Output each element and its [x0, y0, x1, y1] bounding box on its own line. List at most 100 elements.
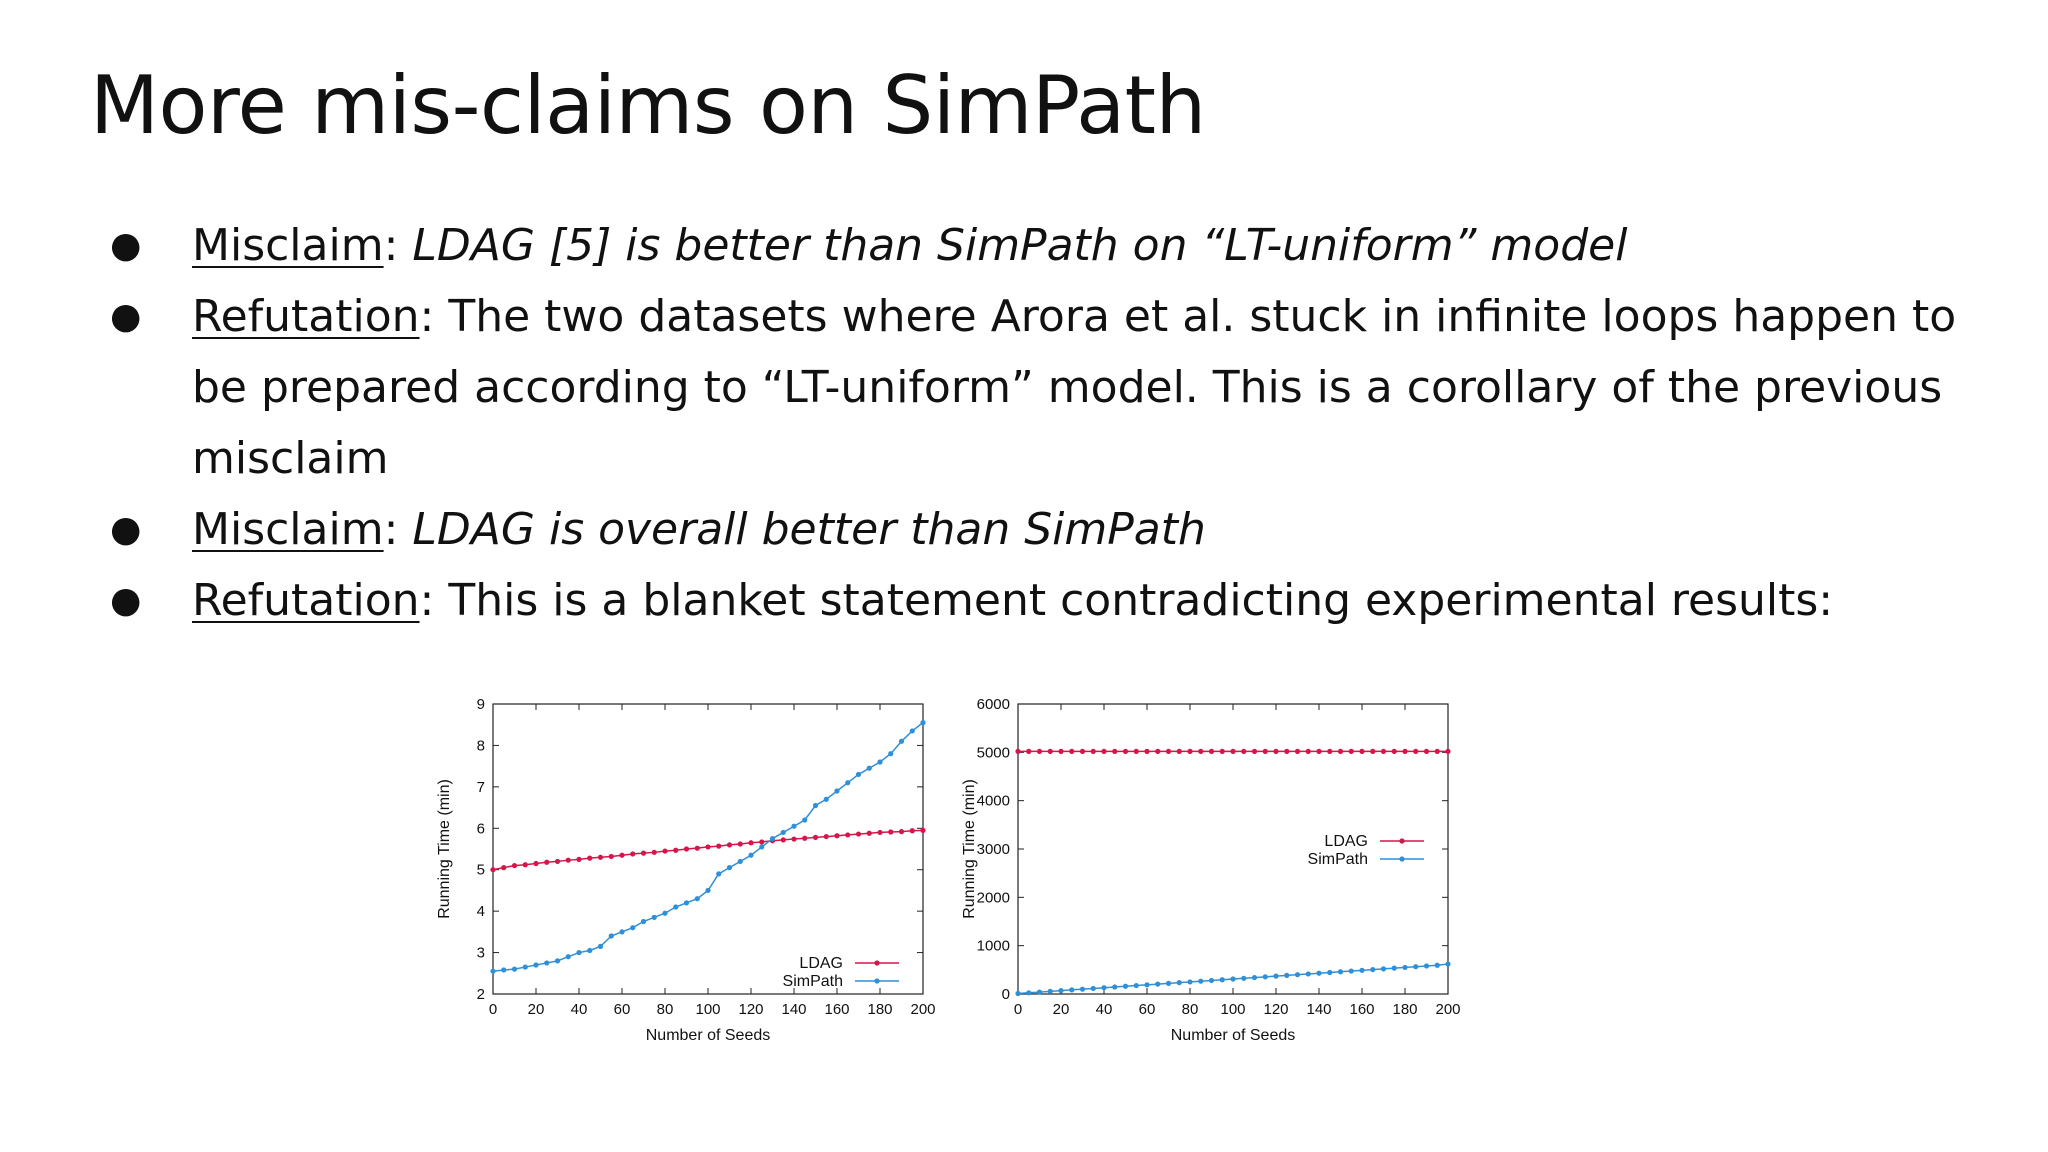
- bullet-dot-icon: ●: [110, 509, 142, 550]
- x-tick-label: 200: [910, 1001, 935, 1018]
- y-tick-label: 2: [477, 986, 485, 1003]
- y-tick-label: 3: [477, 945, 485, 962]
- y-tick-label: 4000: [977, 793, 1010, 810]
- bullet-label: Misclaim: [192, 504, 384, 555]
- data-point-simpath: [640, 918, 647, 925]
- data-point-simpath: [1155, 981, 1161, 987]
- bullet-item: ● Refutation: The two datasets where Aro…: [110, 281, 1990, 494]
- data-point-ldag: [576, 856, 582, 862]
- data-point-simpath: [619, 929, 625, 935]
- data-point-ldag: [1348, 748, 1354, 754]
- data-point-simpath: [759, 844, 765, 850]
- data-point-simpath: [1112, 984, 1118, 990]
- x-tick-label: 0: [1014, 1001, 1022, 1018]
- data-point-simpath: [1423, 963, 1430, 969]
- bullet-label: Refutation: [192, 291, 420, 342]
- x-tick-label: 20: [528, 1001, 545, 1018]
- data-point-simpath: [909, 728, 915, 734]
- y-tick-label: 4: [477, 903, 485, 920]
- x-axis-label: Number of Seeds: [646, 1027, 771, 1044]
- data-point-ldag: [855, 831, 862, 837]
- chart-running-time-large: 0 20 40 60 80 100 120 140 160 180 2000100020003000…: [961, 696, 1461, 1044]
- bullet-separator: :: [419, 291, 449, 342]
- data-point-ldag: [1187, 748, 1193, 754]
- data-point-ldag: [705, 844, 711, 850]
- data-point-simpath: [1069, 987, 1075, 993]
- data-point-ldag: [1079, 748, 1086, 754]
- x-tick-label: 200: [1435, 1001, 1460, 1018]
- data-point-simpath: [1036, 989, 1043, 995]
- data-point-simpath: [1305, 971, 1311, 977]
- data-point-ldag: [920, 827, 926, 833]
- data-point-simpath: [1262, 974, 1268, 980]
- data-point-ldag: [1284, 748, 1290, 754]
- data-point-ldag: [651, 849, 657, 855]
- data-point-simpath: [501, 967, 507, 973]
- data-point-ldag: [587, 855, 593, 861]
- data-point-ldag: [544, 859, 550, 865]
- data-point-ldag: [1208, 748, 1215, 754]
- data-point-simpath: [1284, 972, 1290, 978]
- data-point-ldag: [1101, 748, 1107, 754]
- data-point-simpath: [673, 904, 679, 910]
- data-point-simpath: [533, 962, 539, 968]
- data-point-ldag: [1219, 748, 1225, 754]
- data-point-simpath: [1348, 968, 1354, 974]
- data-point-ldag: [1155, 748, 1161, 754]
- x-tick-label: 40: [1096, 1001, 1113, 1018]
- data-point-simpath: [1176, 980, 1182, 986]
- legend-marker-simpath: [1399, 856, 1405, 862]
- data-point-ldag: [823, 833, 829, 840]
- data-point-simpath: [920, 720, 926, 726]
- data-point-ldag: [1036, 748, 1043, 754]
- data-point-simpath: [888, 751, 894, 757]
- data-point-simpath: [845, 780, 851, 786]
- data-point-simpath: [769, 836, 776, 842]
- data-point-ldag: [597, 854, 604, 860]
- x-tick-label: 20: [1053, 1001, 1070, 1018]
- data-point-simpath: [490, 968, 496, 974]
- data-point-simpath: [1327, 969, 1333, 976]
- data-point-simpath: [823, 796, 829, 802]
- legend-marker-simpath: [874, 978, 880, 984]
- data-point-ldag: [1047, 748, 1053, 754]
- data-point-simpath: [1241, 975, 1247, 981]
- data-point-simpath: [877, 759, 883, 765]
- data-point-ldag: [1165, 748, 1172, 754]
- data-point-simpath: [1026, 990, 1032, 996]
- data-point-simpath: [705, 887, 711, 894]
- y-tick-label: 0: [1002, 986, 1010, 1003]
- data-point-simpath: [554, 958, 561, 964]
- data-point-simpath: [834, 788, 840, 794]
- data-point-simpath: [1122, 983, 1129, 989]
- data-point-simpath: [1316, 970, 1322, 976]
- y-tick-label: 3000: [977, 841, 1010, 858]
- data-point-simpath: [630, 925, 636, 931]
- data-point-ldag: [791, 836, 797, 842]
- data-point-simpath: [1047, 988, 1053, 994]
- bullet-text: LDAG [5] is better than SimPath on “LT-u…: [412, 220, 1628, 271]
- data-point-simpath: [1391, 965, 1397, 971]
- bullet-text: This is a blanket statement contradictin…: [448, 575, 1834, 626]
- data-point-ldag: [1251, 748, 1258, 754]
- x-tick-label: 60: [1139, 1001, 1156, 1018]
- y-tick-label: 6: [477, 820, 485, 837]
- data-point-ldag: [1445, 748, 1451, 754]
- data-point-ldag: [1413, 748, 1419, 754]
- data-point-ldag: [716, 843, 722, 849]
- data-point-ldag: [1370, 748, 1376, 754]
- x-tick-label: 140: [1306, 1001, 1331, 1018]
- data-point-ldag: [1069, 748, 1075, 754]
- x-tick-label: 160: [1349, 1001, 1374, 1018]
- data-point-ldag: [1198, 748, 1204, 754]
- data-point-ldag: [533, 860, 539, 867]
- data-point-simpath: [802, 817, 808, 823]
- data-point-ldag: [759, 839, 765, 845]
- data-point-simpath: [1251, 974, 1258, 981]
- x-tick-label: 140: [781, 1001, 806, 1018]
- data-point-simpath: [651, 914, 657, 920]
- x-tick-label: 40: [571, 1001, 588, 1018]
- data-point-simpath: [1359, 967, 1365, 973]
- data-point-ldag: [1015, 748, 1021, 754]
- x-tick-label: 120: [1263, 1001, 1288, 1018]
